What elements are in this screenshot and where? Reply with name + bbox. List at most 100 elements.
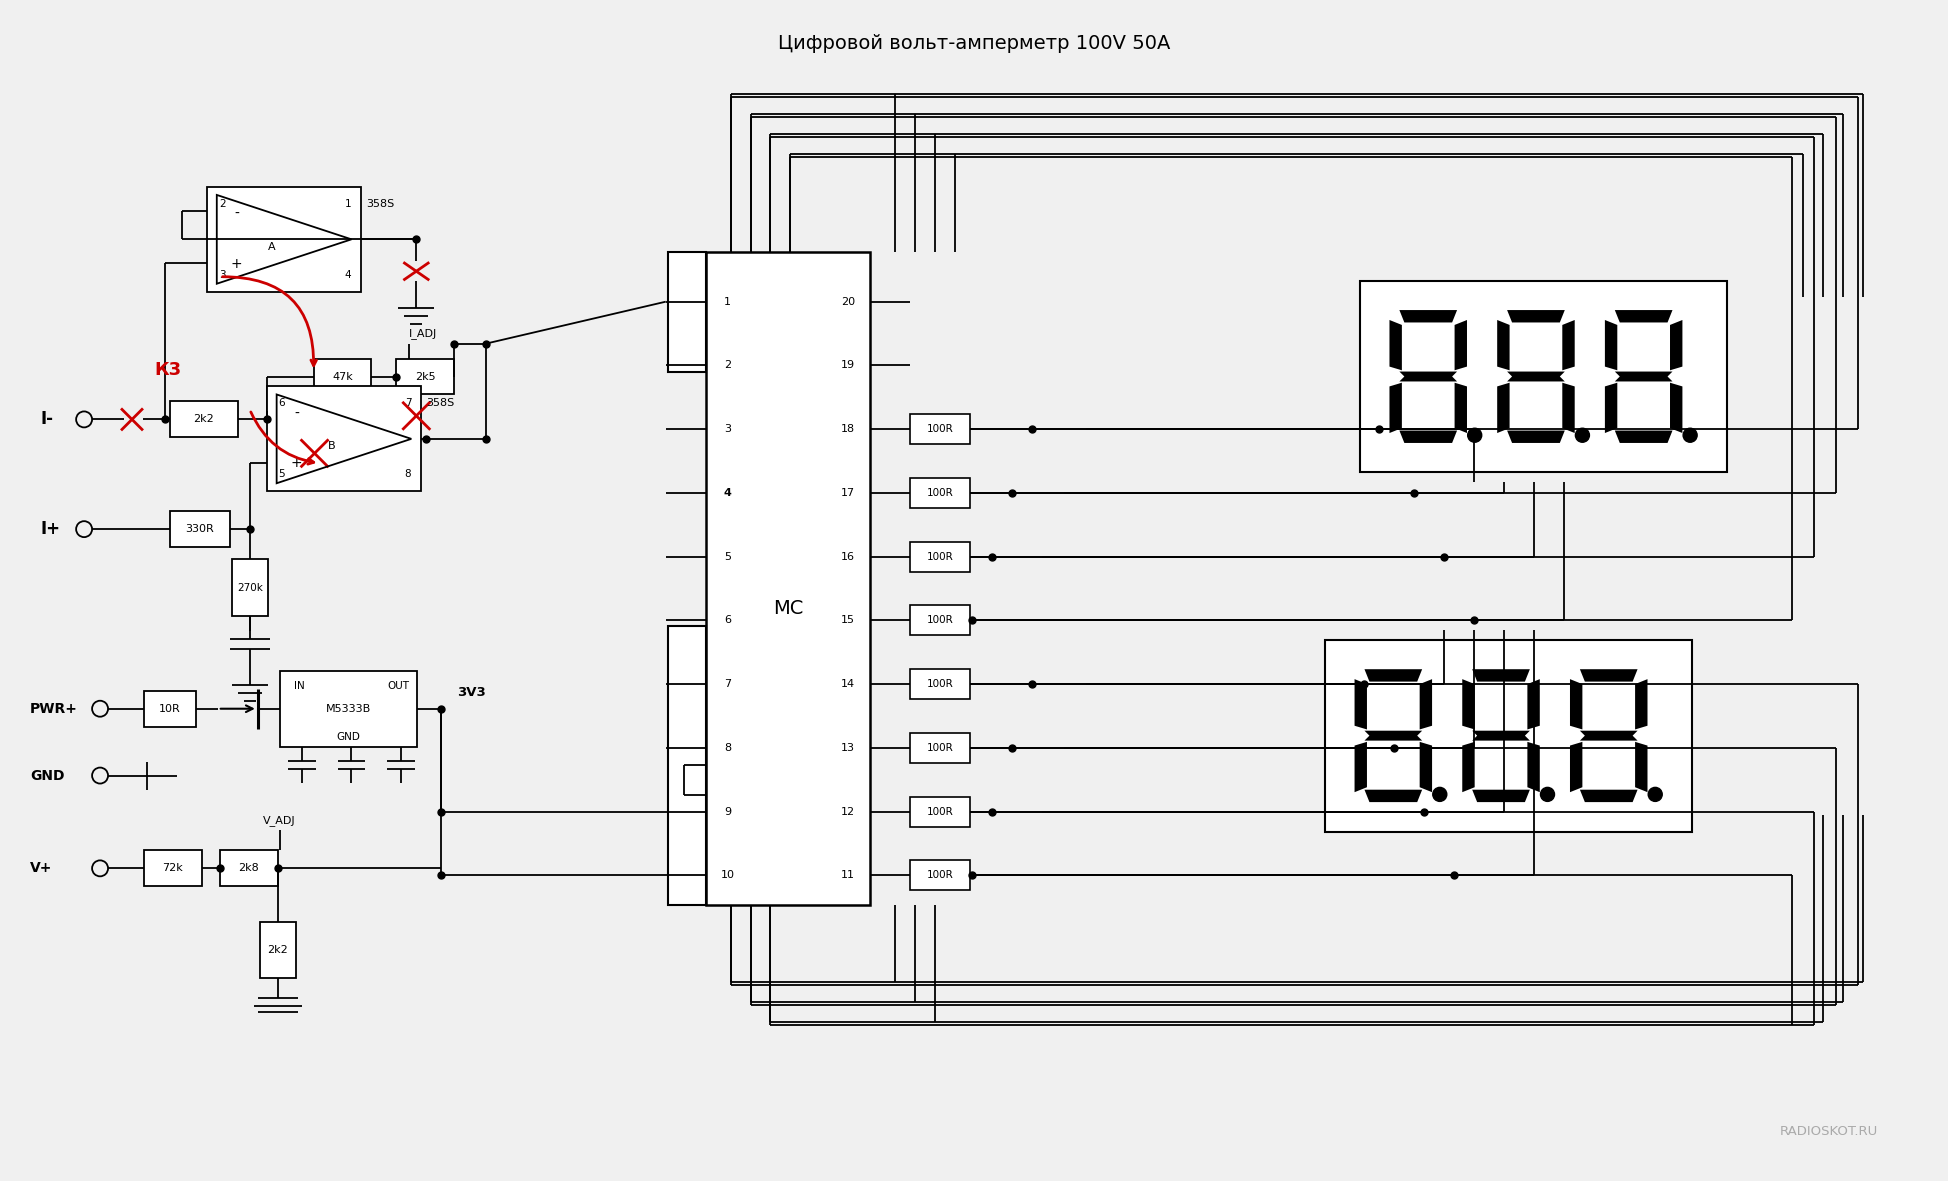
Circle shape xyxy=(1648,788,1662,802)
Text: 11: 11 xyxy=(842,870,855,880)
Polygon shape xyxy=(1570,742,1582,792)
Text: 20: 20 xyxy=(842,296,855,307)
Text: 2: 2 xyxy=(723,360,730,371)
Polygon shape xyxy=(1399,372,1457,381)
Polygon shape xyxy=(1634,679,1646,730)
Bar xyxy=(910,797,970,827)
Text: I_ADJ: I_ADJ xyxy=(409,328,438,339)
Text: 100R: 100R xyxy=(925,615,953,626)
Polygon shape xyxy=(1669,320,1681,371)
Polygon shape xyxy=(1580,670,1636,681)
Text: 3V3: 3V3 xyxy=(458,686,485,699)
Polygon shape xyxy=(1562,383,1574,433)
Text: B: B xyxy=(327,442,335,451)
Polygon shape xyxy=(1634,742,1646,792)
Bar xyxy=(668,252,705,372)
Text: PWR+: PWR+ xyxy=(31,702,78,716)
Polygon shape xyxy=(1615,311,1671,322)
Text: 72k: 72k xyxy=(162,863,183,873)
Bar xyxy=(279,671,417,746)
Bar xyxy=(232,559,267,616)
Bar xyxy=(910,478,970,508)
Polygon shape xyxy=(1615,372,1671,381)
Text: 100R: 100R xyxy=(925,488,953,498)
Text: 100R: 100R xyxy=(925,807,953,816)
Text: 100R: 100R xyxy=(925,870,953,880)
Text: МС: МС xyxy=(771,599,803,618)
Polygon shape xyxy=(1580,731,1636,740)
Text: +: + xyxy=(290,456,302,470)
Text: 2: 2 xyxy=(218,198,226,209)
Text: I+: I+ xyxy=(41,520,60,539)
Text: 100R: 100R xyxy=(925,552,953,562)
Bar xyxy=(910,670,970,699)
Polygon shape xyxy=(1603,320,1617,371)
Polygon shape xyxy=(1506,372,1564,381)
Polygon shape xyxy=(1562,320,1574,371)
Polygon shape xyxy=(1364,790,1422,802)
Text: GND: GND xyxy=(31,769,64,783)
Circle shape xyxy=(1683,429,1697,442)
Text: 358S: 358S xyxy=(427,398,454,409)
Polygon shape xyxy=(1399,431,1457,443)
Polygon shape xyxy=(1461,679,1475,730)
Text: 19: 19 xyxy=(842,360,855,371)
Bar xyxy=(910,861,970,890)
Bar xyxy=(910,606,970,635)
Text: GND: GND xyxy=(337,732,360,742)
Text: 13: 13 xyxy=(842,743,855,752)
Polygon shape xyxy=(1496,383,1510,433)
Bar xyxy=(267,386,421,491)
Polygon shape xyxy=(1471,670,1529,681)
Text: 8: 8 xyxy=(723,743,730,752)
Polygon shape xyxy=(1603,383,1617,433)
Text: 12: 12 xyxy=(842,807,855,816)
Bar xyxy=(705,252,871,906)
Text: 2k2: 2k2 xyxy=(267,945,288,955)
Bar xyxy=(395,359,454,394)
Bar xyxy=(1325,640,1691,831)
Text: 3: 3 xyxy=(218,269,226,280)
Text: 2k8: 2k8 xyxy=(238,863,259,873)
Bar xyxy=(910,542,970,572)
Text: +: + xyxy=(230,256,242,270)
Bar xyxy=(259,922,296,978)
Polygon shape xyxy=(1418,742,1432,792)
Polygon shape xyxy=(1389,383,1401,433)
Text: 7: 7 xyxy=(405,398,411,409)
Polygon shape xyxy=(1354,742,1366,792)
Text: 4: 4 xyxy=(723,488,730,498)
Text: 9: 9 xyxy=(723,807,730,816)
Polygon shape xyxy=(1506,431,1564,443)
Text: RADIOSKOT.RU: RADIOSKOT.RU xyxy=(1779,1125,1878,1138)
Text: 100R: 100R xyxy=(925,743,953,752)
Text: 2k2: 2k2 xyxy=(193,415,214,424)
Circle shape xyxy=(1467,429,1480,442)
Bar xyxy=(910,415,970,444)
Polygon shape xyxy=(1453,383,1467,433)
Text: Цифровой вольт-амперметр 100V 50A: Цифровой вольт-амперметр 100V 50A xyxy=(777,34,1171,53)
Text: К3: К3 xyxy=(154,360,181,379)
Bar xyxy=(1360,281,1726,472)
Text: M5333B: M5333B xyxy=(325,704,370,713)
Polygon shape xyxy=(1527,742,1539,792)
Bar xyxy=(144,691,195,726)
Bar xyxy=(314,359,372,394)
Polygon shape xyxy=(1471,790,1529,802)
Polygon shape xyxy=(1453,320,1467,371)
Polygon shape xyxy=(1496,320,1510,371)
Text: 100R: 100R xyxy=(925,679,953,689)
Text: -: - xyxy=(234,207,240,221)
Text: 2k5: 2k5 xyxy=(415,372,436,381)
Polygon shape xyxy=(1471,731,1529,740)
Text: 330R: 330R xyxy=(185,524,214,534)
Polygon shape xyxy=(1570,679,1582,730)
Bar xyxy=(169,511,230,547)
Text: 270k: 270k xyxy=(236,582,263,593)
Text: 6: 6 xyxy=(725,615,730,626)
Text: 10R: 10R xyxy=(160,704,181,713)
Text: 8: 8 xyxy=(405,469,411,479)
Text: A: A xyxy=(267,242,275,252)
Text: 15: 15 xyxy=(842,615,855,626)
Text: 18: 18 xyxy=(842,424,855,435)
